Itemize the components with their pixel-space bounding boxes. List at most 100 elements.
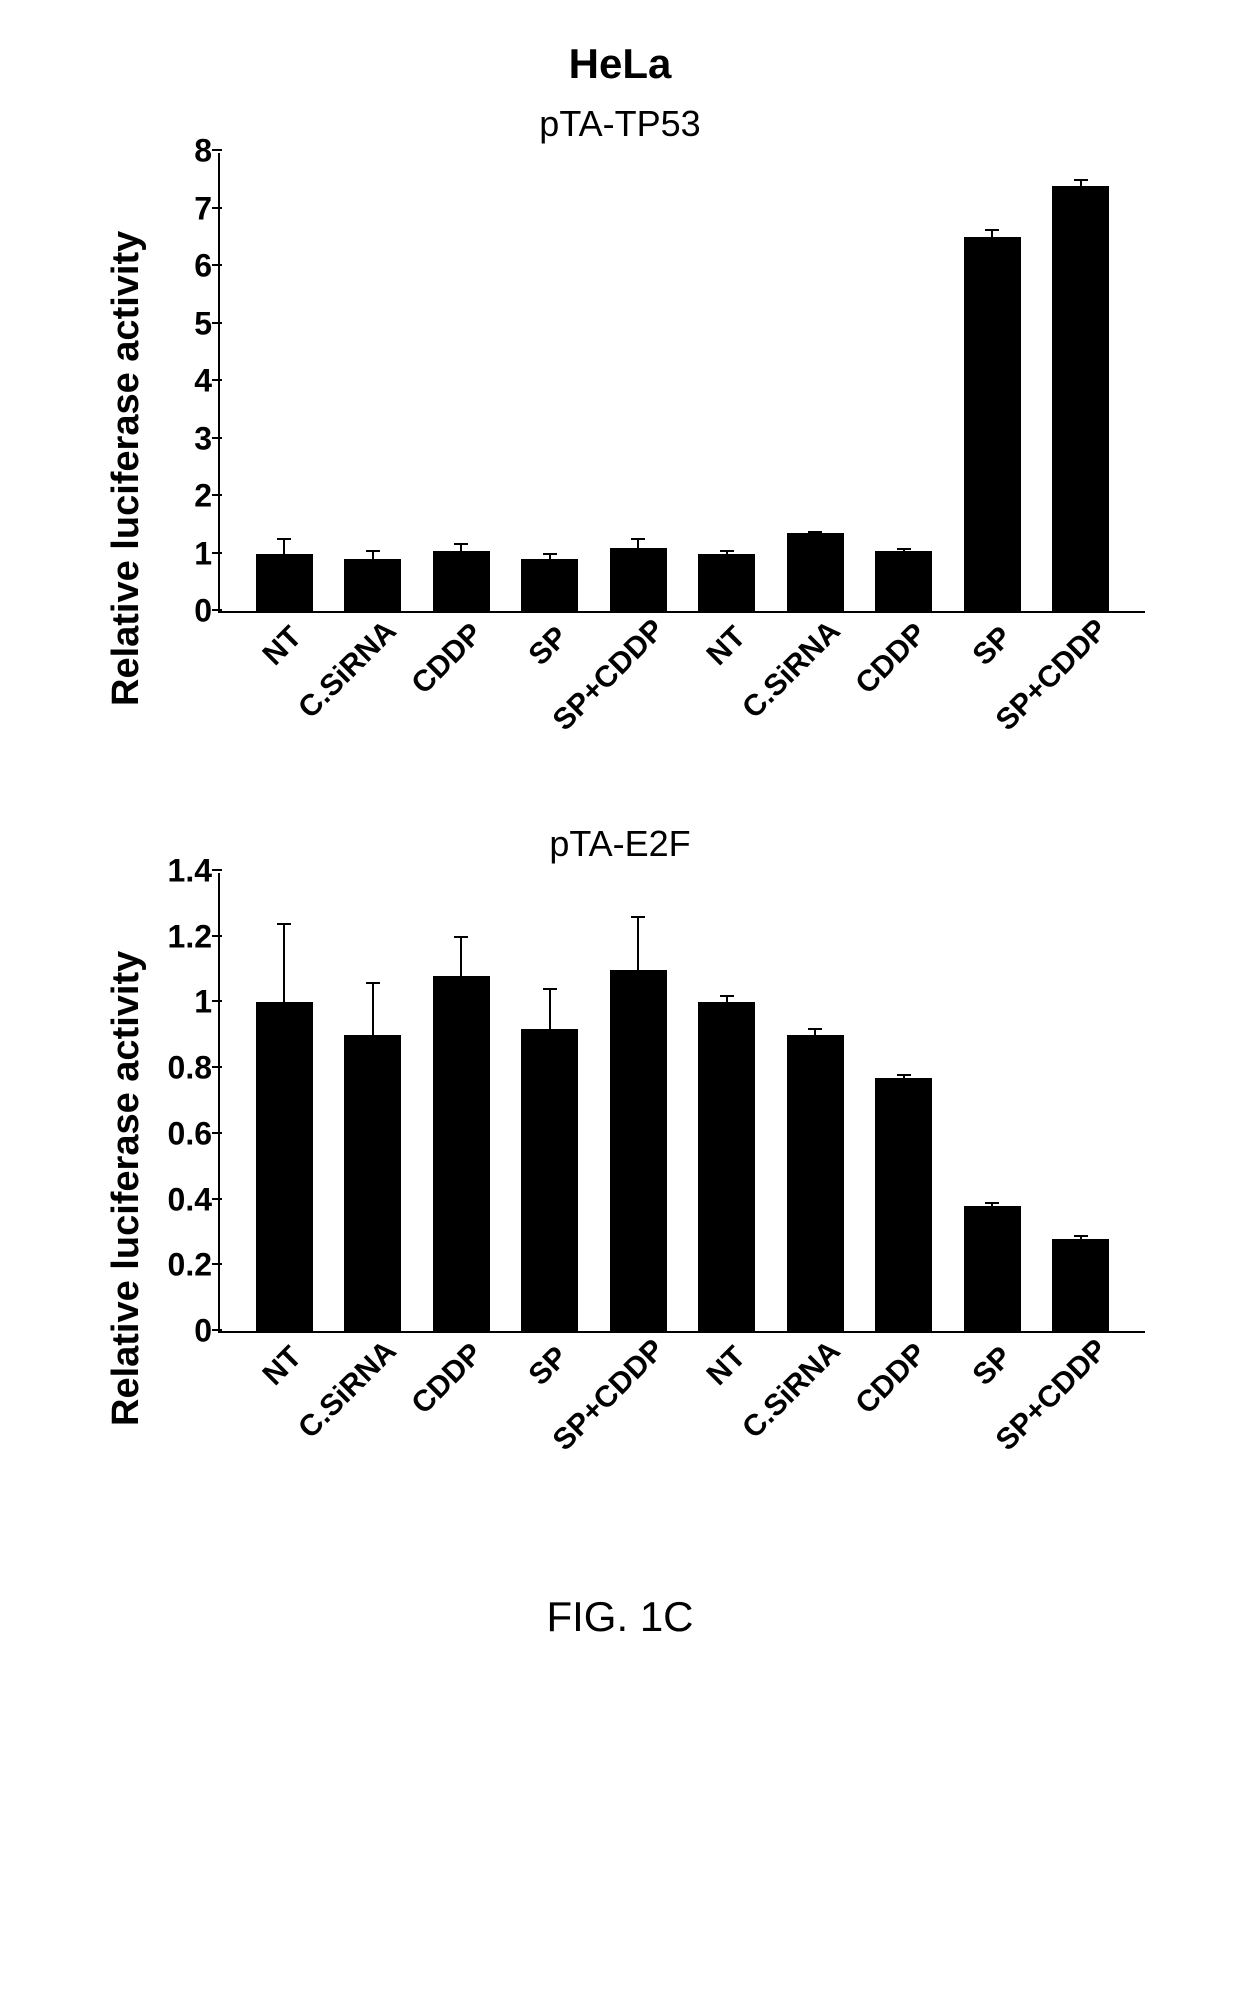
y-tick-label: 5 [162, 305, 212, 342]
figure-caption: FIG. 1C [546, 1593, 693, 1641]
bar [1052, 186, 1109, 612]
bar-slot [506, 873, 595, 1331]
chart2-wrapper: Relative luciferase activity 00.20.40.60… [95, 873, 1145, 1503]
error-bar [460, 544, 462, 551]
bar-slot [329, 873, 418, 1331]
bar [964, 237, 1021, 611]
bar [964, 1206, 1021, 1331]
bar-slot [683, 153, 772, 611]
bar-slot [594, 153, 683, 611]
error-cap [808, 1028, 822, 1030]
bar [698, 554, 755, 612]
chart2-y-ticks: 00.20.40.60.811.21.4 [160, 873, 220, 1331]
x-label-slot: C.SiRNA [327, 623, 416, 783]
chart1-inner: 012345678 NTC.SiRNACDDPSPSP+CDDPNTC.SiRN… [158, 153, 1145, 783]
error-cap [366, 550, 380, 552]
bar-slot [948, 873, 1037, 1331]
error-cap [543, 988, 557, 990]
y-tick-label: 1 [162, 984, 212, 1021]
y-tick-label: 7 [162, 190, 212, 227]
chart1-y-ticks: 012345678 [160, 153, 220, 611]
chart1-plot-area: 012345678 [218, 153, 1145, 613]
x-label-slot: CDDP [859, 623, 948, 783]
chart-e2f: pTA-E2F Relative luciferase activity 00.… [95, 823, 1145, 1503]
error-bar [460, 937, 462, 976]
bar [433, 976, 490, 1331]
main-title: HeLa [569, 40, 672, 88]
bar-slot [860, 873, 949, 1331]
error-cap [897, 548, 911, 550]
error-cap [985, 229, 999, 231]
y-tick-mark [212, 149, 222, 151]
x-label-slot: SP+CDDP [1036, 623, 1125, 783]
error-cap [897, 1074, 911, 1076]
x-label: NT [257, 620, 309, 672]
bar-slot [1037, 873, 1126, 1331]
x-label: CDDP [849, 1337, 933, 1421]
chart2-bars [220, 873, 1145, 1331]
bar-slot [948, 153, 1037, 611]
x-label: NT [700, 620, 752, 672]
y-tick-label: 0.2 [162, 1247, 212, 1284]
error-cap [454, 936, 468, 938]
bar [875, 551, 932, 611]
x-label: CDDP [849, 617, 933, 701]
x-label: CDDP [406, 617, 490, 701]
bar-slot [329, 153, 418, 611]
bar [787, 533, 844, 611]
y-tick-label: 1.2 [162, 918, 212, 955]
error-cap [720, 995, 734, 997]
error-cap [277, 923, 291, 925]
error-cap [631, 916, 645, 918]
x-label: CDDP [406, 1337, 490, 1421]
bar-slot [771, 873, 860, 1331]
x-label-slot: SP+CDDP [593, 1343, 682, 1503]
y-tick-label: 4 [162, 363, 212, 400]
bar-slot [860, 153, 949, 611]
error-cap [1074, 1235, 1088, 1237]
y-tick-label: 1.4 [162, 853, 212, 890]
y-tick-label: 6 [162, 248, 212, 285]
chart2-plot-area: 00.20.40.60.811.21.4 [218, 873, 1145, 1333]
bar-slot [417, 873, 506, 1331]
y-tick-label: 3 [162, 420, 212, 457]
bar [521, 559, 578, 611]
chart1-bars [220, 153, 1145, 611]
bar-slot [771, 153, 860, 611]
error-bar [991, 230, 993, 237]
x-label: SP [966, 620, 1018, 672]
error-bar [549, 989, 551, 1028]
error-cap [543, 553, 557, 555]
chart1-title: pTA-TP53 [95, 103, 1145, 145]
x-label-slot: CDDP [859, 1343, 948, 1503]
error-cap [808, 531, 822, 533]
bar [610, 548, 667, 611]
bar [787, 1035, 844, 1331]
bar [521, 1029, 578, 1331]
x-label-slot: C.SiRNA [770, 623, 859, 783]
bar-slot [417, 153, 506, 611]
error-bar [283, 924, 285, 1003]
y-tick-mark [212, 869, 222, 871]
bar [1052, 1239, 1109, 1331]
error-cap [366, 982, 380, 984]
figure-container: HeLa pTA-TP53 Relative luciferase activi… [60, 40, 1180, 1641]
bar [344, 559, 401, 611]
y-tick-label: 1 [162, 535, 212, 572]
x-label: SP [523, 1340, 575, 1392]
x-label-slot: CDDP [415, 623, 504, 783]
error-bar [283, 539, 285, 553]
chart2-y-label: Relative luciferase activity [95, 873, 158, 1503]
x-label-slot: SP+CDDP [1036, 1343, 1125, 1503]
error-bar [372, 983, 374, 1036]
bar-slot [594, 873, 683, 1331]
error-cap [985, 1202, 999, 1204]
error-cap [1074, 179, 1088, 181]
x-label: NT [700, 1340, 752, 1392]
chart2-title: pTA-E2F [95, 823, 1145, 865]
chart-tp53: pTA-TP53 Relative luciferase activity 01… [95, 103, 1145, 783]
y-tick-label: 8 [162, 133, 212, 170]
bar-slot [683, 873, 772, 1331]
y-tick-label: 0.8 [162, 1050, 212, 1087]
error-bar [637, 539, 639, 548]
